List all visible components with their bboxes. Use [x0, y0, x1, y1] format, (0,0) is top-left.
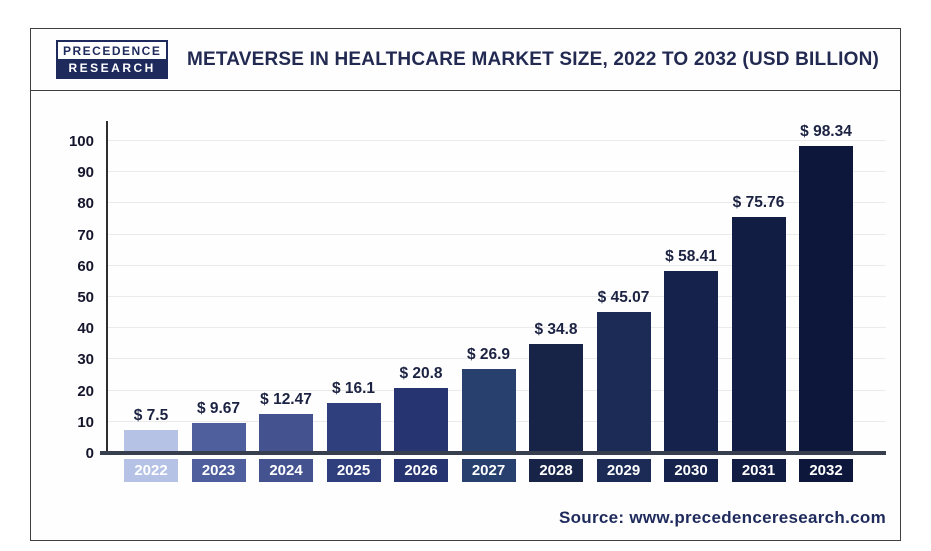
bar-value-label-2028: $ 34.8 — [534, 321, 578, 339]
bar-2027 — [461, 369, 516, 453]
logo-line1: PRECEDENCE — [58, 42, 167, 59]
x-axis-label-2024: 2024 — [259, 459, 313, 482]
plot-area: 0 10 20 30 40 50 60 70 80 90 100 $ 7.5 $ 9.67 $ 12.47… — [69, 121, 886, 462]
bar-value-label-2027: $ 26.9 — [466, 346, 511, 364]
bar-column-2024: $ 12.47 — [259, 391, 313, 453]
bar-2023 — [191, 422, 246, 453]
precedence-research-logo: PRECEDENCE RESEARCH — [56, 40, 169, 79]
gridline-60 — [106, 264, 886, 266]
bar-column-2030: $ 58.41 — [664, 248, 718, 453]
bar-2030 — [664, 270, 718, 453]
x-axis-label-2032: 2032 — [799, 459, 853, 482]
y-tick-40: 40 — [77, 320, 94, 338]
bar-value-label-2029: $ 45.07 — [597, 289, 650, 307]
x-axis-label-2031: 2031 — [731, 459, 786, 482]
gridline-100 — [106, 140, 886, 141]
x-axis-labels: 2022 2023 2024 2025 2026 2027 2028 2029 2030 2031… — [106, 459, 886, 483]
y-tick-30: 30 — [77, 351, 94, 369]
chart-title: METAVERSE IN HEALTHCARE MARKET SIZE, 202… — [186, 49, 880, 70]
bar-column-2023: $ 9.67 — [191, 399, 246, 453]
y-tick-0: 0 — [85, 445, 94, 462]
y-tick-80: 80 — [77, 195, 94, 213]
y-tick-50: 50 — [77, 289, 94, 306]
logo-line2: RESEARCH — [58, 59, 167, 77]
bar-column-2031: $ 75.76 — [731, 193, 786, 453]
bar-value-label-2022: $ 7.5 — [133, 406, 169, 424]
x-axis-label-2029: 2029 — [596, 459, 651, 482]
x-axis-label-2027: 2027 — [461, 459, 516, 482]
bar-2024 — [259, 414, 313, 453]
bar-value-label-2030: $ 58.41 — [665, 247, 717, 265]
bar-value-label-2032: $ 98.34 — [800, 123, 852, 141]
bar-value-label-2025: $ 16.1 — [331, 379, 376, 397]
bar-2028 — [529, 344, 583, 453]
bar-2022 — [124, 429, 178, 453]
bar-value-label-2023: $ 9.67 — [196, 399, 241, 417]
gridline-50 — [106, 296, 886, 297]
gridline-40 — [106, 327, 886, 329]
bar-value-label-2024: $ 12.47 — [260, 391, 312, 409]
y-tick-100: 100 — [68, 133, 94, 150]
y-tick-90: 90 — [77, 164, 94, 182]
gridline-80 — [106, 202, 886, 204]
x-axis-label-2023: 2023 — [191, 459, 246, 482]
bar-column-2027: $ 26.9 — [461, 346, 516, 453]
x-axis-label-2030: 2030 — [664, 459, 718, 482]
bar-column-2028: $ 34.8 — [529, 321, 583, 453]
bar-column-2025: $ 16.1 — [326, 379, 381, 453]
y-axis-line — [106, 121, 108, 453]
bar-2031 — [731, 216, 786, 453]
gridline-70 — [106, 233, 886, 235]
bar-column-2029: $ 45.07 — [596, 289, 651, 453]
bar-2029 — [596, 312, 651, 453]
x-axis-baseline — [100, 451, 886, 455]
bar-column-2022: $ 7.5 — [124, 407, 178, 453]
chart-frame: PRECEDENCE RESEARCH METAVERSE IN HEALTHC… — [30, 28, 901, 541]
chart-header: PRECEDENCE RESEARCH METAVERSE IN HEALTHC… — [31, 29, 900, 91]
x-axis-label-2025: 2025 — [326, 459, 381, 482]
bar-column-2032: $ 98.34 — [799, 123, 853, 453]
bar-column-2026: $ 20.8 — [394, 365, 448, 453]
bar-value-label-2031: $ 75.76 — [732, 193, 785, 211]
bar-2032 — [799, 146, 853, 453]
bar-2026 — [394, 388, 448, 453]
x-axis-label-2026: 2026 — [394, 459, 448, 482]
bar-2025 — [326, 402, 381, 453]
gridline-30 — [106, 358, 886, 360]
y-tick-70: 70 — [77, 226, 94, 244]
y-tick-20: 20 — [77, 382, 94, 400]
y-tick-60: 60 — [77, 257, 94, 275]
gridline-90 — [106, 171, 886, 173]
source-text: Source: www.precedenceresearch.com — [558, 508, 886, 527]
bar-value-label-2026: $ 20.8 — [399, 365, 443, 383]
y-tick-10: 10 — [77, 413, 94, 431]
x-axis-label-2022: 2022 — [124, 459, 178, 482]
x-axis-label-2028: 2028 — [529, 459, 583, 482]
